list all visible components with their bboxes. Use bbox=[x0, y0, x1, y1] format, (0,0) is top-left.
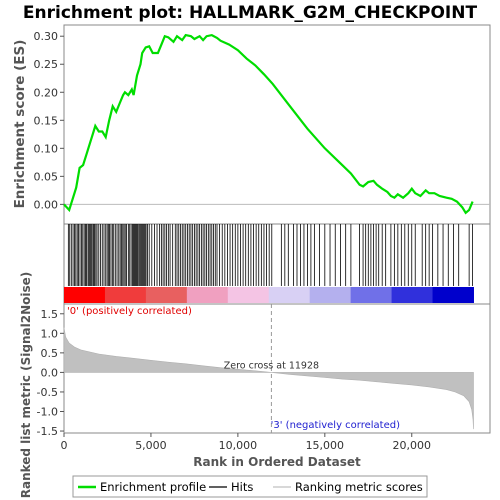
chart-title: Enrichment plot: HALLMARK_G2M_CHECKPOINT bbox=[23, 3, 478, 23]
heat-bar-segment bbox=[104, 287, 147, 303]
heat-bar-segment bbox=[145, 287, 188, 303]
x-tick-label: 5,000 bbox=[135, 439, 167, 452]
es-y-axis-label: Enrichment score (ES) bbox=[12, 40, 28, 209]
x-tick-label: 10,000 bbox=[219, 439, 258, 452]
hit-lines bbox=[67, 224, 474, 286]
es-y-tick-label: 0.00 bbox=[34, 198, 59, 211]
es-y-tick-label: 0.10 bbox=[34, 142, 59, 155]
heat-bar-segment bbox=[268, 287, 311, 303]
es-panel: 0.00 0.05 0.10 0.15 0.20 0.25 0.30 Enrichment … bbox=[12, 24, 491, 225]
negative-correlation-label: '3' (negatively correlated) bbox=[271, 420, 400, 431]
es-y-tick-label: 0.30 bbox=[34, 30, 59, 43]
x-axis-label: Rank in Ordered Dataset bbox=[193, 455, 361, 469]
rank-y-ticks: -1.5 -1.0 -0.5 0.0 0.5 1.0 1.5 bbox=[37, 308, 64, 438]
enrichment-profile-line bbox=[63, 33, 474, 215]
ranking-heat-bar bbox=[64, 287, 474, 303]
heat-bar-segment bbox=[186, 287, 229, 303]
heat-bar-segment bbox=[309, 287, 352, 303]
rank-panel: Zero cross at 11928 '0' (positively corr… bbox=[19, 272, 491, 499]
ranking-metric-area bbox=[63, 327, 474, 430]
rank-y-tick-label: 0.5 bbox=[41, 347, 59, 360]
legend-hits-label: Hits bbox=[231, 480, 253, 494]
legend-frame bbox=[72, 475, 428, 498]
es-y-tick-label: 0.20 bbox=[34, 86, 59, 99]
rank-y-tick-label: 1.0 bbox=[41, 327, 59, 340]
es-y-ticks: 0.00 0.05 0.10 0.15 0.20 0.25 0.30 bbox=[34, 30, 64, 211]
rank-y-tick-label: -0.5 bbox=[37, 386, 58, 399]
heat-bar-segment bbox=[391, 287, 434, 303]
heat-bar-segment bbox=[64, 287, 106, 303]
heat-bar-segment bbox=[227, 287, 270, 303]
x-tick-label: 0 bbox=[61, 439, 68, 452]
heat-bar-segment bbox=[350, 287, 393, 303]
legend-enrichment-label: Enrichment profile bbox=[100, 480, 206, 494]
es-y-tick-label: 0.15 bbox=[34, 114, 59, 127]
positive-correlation-label: '0' (positively correlated) bbox=[67, 306, 192, 317]
legend-metric-label: Ranking metric scores bbox=[295, 480, 423, 494]
hits-panel bbox=[63, 223, 491, 305]
x-tick-label: 15,000 bbox=[306, 439, 345, 452]
zero-cross-label: Zero cross at 11928 bbox=[224, 360, 319, 371]
legend: Enrichment profile Hits Ranking metric s… bbox=[72, 475, 428, 498]
rank-y-tick-label: -1.5 bbox=[37, 425, 58, 438]
rank-y-axis-label: Ranked list metric (Signal2Noise) bbox=[19, 272, 33, 499]
rank-y-tick-label: 0.0 bbox=[41, 366, 59, 379]
rank-y-tick-label: 1.5 bbox=[41, 308, 59, 321]
heat-bar-segment bbox=[432, 287, 474, 303]
rank-y-tick-label: -1.0 bbox=[37, 406, 58, 419]
es-panel-frame bbox=[63, 24, 491, 225]
es-y-tick-label: 0.05 bbox=[34, 170, 59, 183]
x-tick-label: 20,000 bbox=[393, 439, 432, 452]
es-y-tick-label: 0.25 bbox=[34, 58, 59, 71]
rank-x-ticks: 0 5,000 10,000 15,000 20,000 bbox=[61, 433, 432, 452]
